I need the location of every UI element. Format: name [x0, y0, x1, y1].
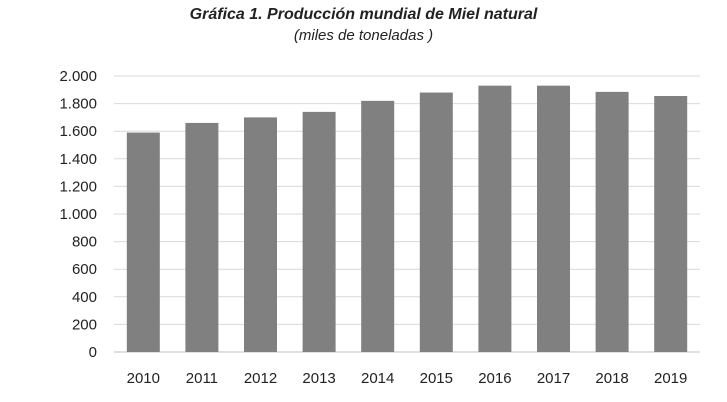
y-tick-label: 1.800	[59, 96, 97, 113]
y-tick-label: 600	[72, 261, 97, 278]
chart-subtitle: (miles de toneladas )	[293, 27, 434, 44]
bar-2013	[302, 111, 336, 352]
bar-2011	[185, 122, 219, 352]
chart-title: Gráfica 1. Producción mundial de Miel na…	[189, 6, 538, 23]
y-tick-label: 0	[89, 344, 97, 361]
x-axis-ticks: 2010 2011 2012 2013 2014 2015 2016 2017 2018 2019	[127, 370, 688, 387]
y-tick-label: 200	[72, 316, 97, 333]
bar-2018	[595, 91, 629, 353]
bar-2012	[244, 117, 277, 353]
bars	[126, 85, 688, 353]
bar-2014	[361, 100, 395, 352]
y-tick-label: 1.200	[59, 178, 97, 195]
x-tick-label: 2012	[244, 370, 277, 387]
x-tick-label: 2018	[595, 370, 628, 387]
bar-2017	[537, 85, 570, 352]
bar-2019	[654, 96, 688, 352]
y-tick-label: 1.000	[59, 206, 97, 223]
bar-2010	[126, 132, 160, 352]
y-tick-label: 2.000	[59, 68, 97, 85]
x-tick-label: 2017	[537, 370, 570, 387]
x-tick-label: 2013	[302, 370, 335, 387]
x-tick-label: 2011	[186, 370, 218, 387]
x-tick-label: 2015	[420, 370, 453, 387]
x-tick-label: 2019	[654, 370, 687, 387]
y-tick-label: 400	[72, 289, 97, 306]
y-tick-label: 800	[72, 234, 97, 251]
y-tick-label: 1.400	[59, 151, 97, 168]
y-tick-label: 1.600	[59, 123, 97, 140]
x-tick-label: 2010	[127, 370, 160, 387]
x-tick-label: 2014	[361, 370, 394, 387]
x-tick-label: 2016	[478, 370, 511, 387]
bar-2016	[478, 85, 512, 352]
bar-2015	[419, 92, 453, 352]
y-axis-ticks: 0 200 400 600 800 1.000 1.200 1.400 1.600 1.800 2.…	[59, 68, 97, 361]
